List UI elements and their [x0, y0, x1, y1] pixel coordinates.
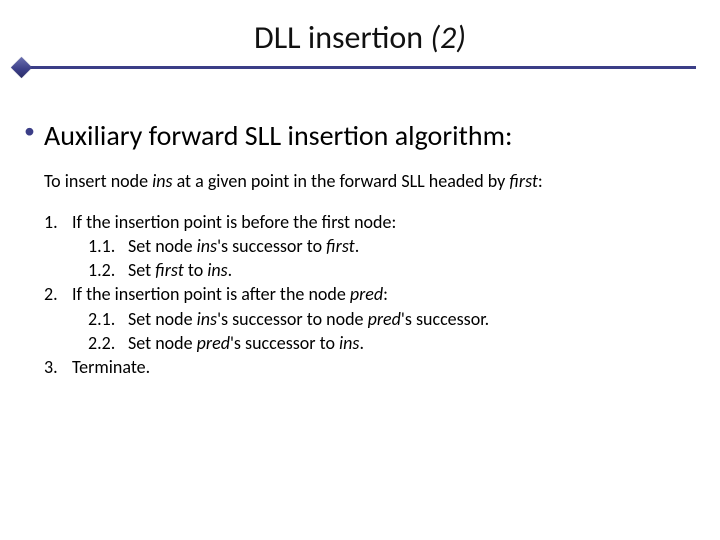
t-it: first	[326, 235, 355, 257]
algorithm-intro: To insert node ins at a given point in t…	[44, 170, 690, 193]
t: Set node	[128, 235, 197, 257]
step-2-2-num: 2.2.	[88, 331, 128, 355]
title-block: DLL insertion (2)	[0, 18, 720, 57]
t: Set	[128, 259, 155, 281]
t: 's successor.	[401, 308, 489, 330]
t-it: pred	[197, 332, 230, 354]
step-2-1-text: Set node ins's successor to node pred's …	[128, 307, 489, 331]
t: .	[228, 259, 233, 281]
title-main: DLL insertion	[254, 18, 430, 57]
intro-ins: ins	[152, 170, 172, 192]
t-it: ins	[197, 235, 217, 257]
t-it: ins	[339, 332, 359, 354]
step-1-1: 1.1. Set node ins's successor to first.	[88, 234, 690, 258]
step-1-substeps: 1.1. Set node ins's successor to first. …	[88, 234, 690, 283]
step-1-num: 1.	[44, 210, 72, 234]
slide-title: DLL insertion (2)	[254, 18, 466, 57]
intro-mid: at a given point in the forward SLL head…	[173, 170, 510, 192]
step-3-text: Terminate.	[72, 355, 150, 379]
t-it: ins	[197, 308, 217, 330]
step-2-1: 2.1. Set node ins's successor to node pr…	[88, 307, 690, 331]
step-3: 3. Terminate.	[44, 355, 690, 379]
step-2: 2. If the insertion point is after the n…	[44, 282, 690, 306]
body: Auxiliary forward SLL insertion algorith…	[20, 120, 690, 380]
t: 's successor to	[217, 235, 326, 257]
t-it: pred	[350, 283, 383, 305]
bullet-text: Auxiliary forward SLL insertion algorith…	[44, 120, 690, 152]
step-3-num: 3.	[44, 355, 72, 379]
title-underline	[26, 66, 696, 69]
t: If the insertion point is after the node	[72, 283, 350, 305]
step-2-2-text: Set node pred's successor to ins.	[128, 331, 364, 355]
bullet-level1: Auxiliary forward SLL insertion algorith…	[20, 120, 690, 152]
step-2-text: If the insertion point is after the node…	[72, 282, 388, 306]
step-1: 1. If the insertion point is before the …	[44, 210, 690, 234]
step-1-2-num: 1.2.	[88, 258, 128, 282]
t: Set node	[128, 332, 197, 354]
t: Set node	[128, 308, 197, 330]
t: to	[184, 259, 207, 281]
intro-prefix: To insert node	[44, 170, 152, 192]
slide: DLL insertion (2) Auxiliary forward SLL …	[0, 0, 720, 540]
title-diamond-icon	[11, 57, 32, 78]
step-1-text: If the insertion point is before the fir…	[72, 210, 396, 234]
t: 's successor to	[230, 332, 339, 354]
t: :	[383, 283, 388, 305]
step-1-1-text: Set node ins's successor to first.	[128, 234, 359, 258]
step-1-1-num: 1.1.	[88, 234, 128, 258]
t: .	[359, 332, 364, 354]
t-it: pred	[368, 308, 401, 330]
title-ordinal: (2)	[430, 18, 466, 57]
t: 's successor to node	[217, 308, 368, 330]
t: .	[355, 235, 360, 257]
step-2-substeps: 2.1. Set node ins's successor to node pr…	[88, 307, 690, 356]
t-it: ins	[207, 259, 227, 281]
algorithm-steps: 1. If the insertion point is before the …	[44, 210, 690, 380]
step-2-1-num: 2.1.	[88, 307, 128, 331]
step-1-2-text: Set first to ins.	[128, 258, 232, 282]
intro-first: first	[509, 170, 538, 192]
intro-suffix: :	[538, 170, 543, 192]
step-2-num: 2.	[44, 282, 72, 306]
step-1-2: 1.2. Set first to ins.	[88, 258, 690, 282]
t-it: first	[155, 259, 184, 281]
step-2-2: 2.2. Set node pred's successor to ins.	[88, 331, 690, 355]
